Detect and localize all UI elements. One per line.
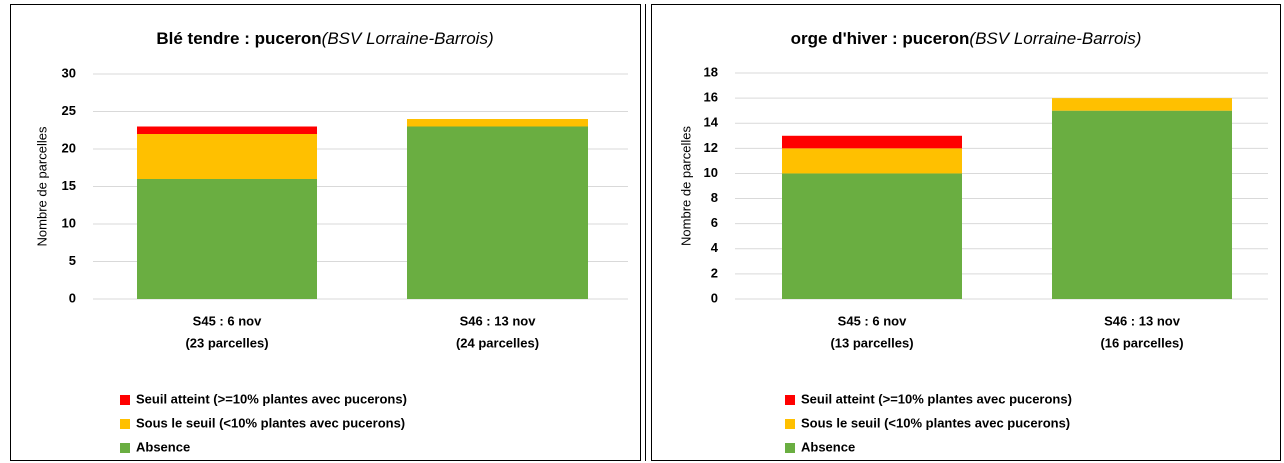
bar-segment [137, 126, 317, 134]
legend-label: Sous le seuil (<10% plantes avec puceron… [801, 415, 1070, 430]
panel-border [651, 4, 1281, 461]
y-tick-label: 20 [62, 140, 76, 155]
y-tick-label: 5 [69, 253, 76, 268]
bar-segment [137, 179, 317, 299]
y-tick-label: 10 [62, 215, 76, 230]
legend-swatch [785, 419, 795, 429]
y-tick-label: 16 [704, 90, 718, 105]
y-tick-label: 25 [62, 103, 76, 118]
y-tick-label: 10 [704, 165, 718, 180]
title-sub: (BSV Lorraine-Barrois) [322, 29, 494, 48]
y-tick-label: 12 [704, 140, 718, 155]
y-tick-label: 4 [711, 240, 719, 255]
title-main: Blé tendre : puceron [156, 29, 321, 48]
y-axis-label: Nombre de parcelles [678, 126, 693, 246]
y-tick-label: 15 [62, 178, 76, 193]
legend-label: Absence [801, 439, 855, 454]
legend-label: Sous le seuil (<10% plantes avec puceron… [136, 415, 405, 430]
bar-segment [407, 126, 588, 299]
legend-swatch [120, 443, 130, 453]
x-tick-label: S46 : 13 nov [1104, 313, 1181, 328]
bar-segment [137, 134, 317, 179]
legend-label: Absence [136, 439, 190, 454]
title-sub: (BSV Lorraine-Barrois) [969, 29, 1141, 48]
y-tick-label: 30 [62, 65, 76, 80]
bar-segment [1052, 98, 1232, 111]
x-tick-label: (16 parcelles) [1100, 335, 1183, 350]
panel-border [10, 4, 641, 461]
bar-segment [407, 119, 588, 127]
x-tick-label: S45 : 6 nov [838, 313, 907, 328]
y-tick-label: 2 [711, 265, 718, 280]
y-tick-label: 18 [704, 64, 718, 79]
chart-title: Blé tendre : puceron(BSV Lorraine-Barroi… [156, 29, 493, 48]
y-tick-label: 6 [711, 215, 718, 230]
y-tick-label: 14 [704, 115, 719, 130]
bar-segment [782, 173, 962, 299]
x-tick-label: (13 parcelles) [830, 335, 913, 350]
x-tick-label: S45 : 6 nov [193, 313, 262, 328]
x-tick-label: (23 parcelles) [185, 335, 268, 350]
legend-swatch [120, 395, 130, 405]
x-tick-label: S46 : 13 nov [460, 313, 537, 328]
y-tick-label: 8 [711, 190, 718, 205]
legend-swatch [785, 395, 795, 405]
legend-label: Seuil atteint (>=10% plantes avec pucero… [136, 391, 407, 406]
legend-swatch [120, 419, 130, 429]
x-tick-label: (24 parcelles) [456, 335, 539, 350]
y-tick-label: 0 [711, 290, 718, 305]
bar-segment [782, 148, 962, 174]
y-tick-label: 0 [69, 290, 76, 305]
y-axis-label: Nombre de parcelles [34, 126, 49, 246]
chart-title: orge d'hiver : puceron(BSV Lorraine-Barr… [791, 29, 1142, 48]
legend-swatch [785, 443, 795, 453]
title-main: orge d'hiver : puceron [791, 29, 970, 48]
bar-segment [1052, 110, 1232, 300]
bar-segment [782, 135, 962, 149]
legend-label: Seuil atteint (>=10% plantes avec pucero… [801, 391, 1072, 406]
